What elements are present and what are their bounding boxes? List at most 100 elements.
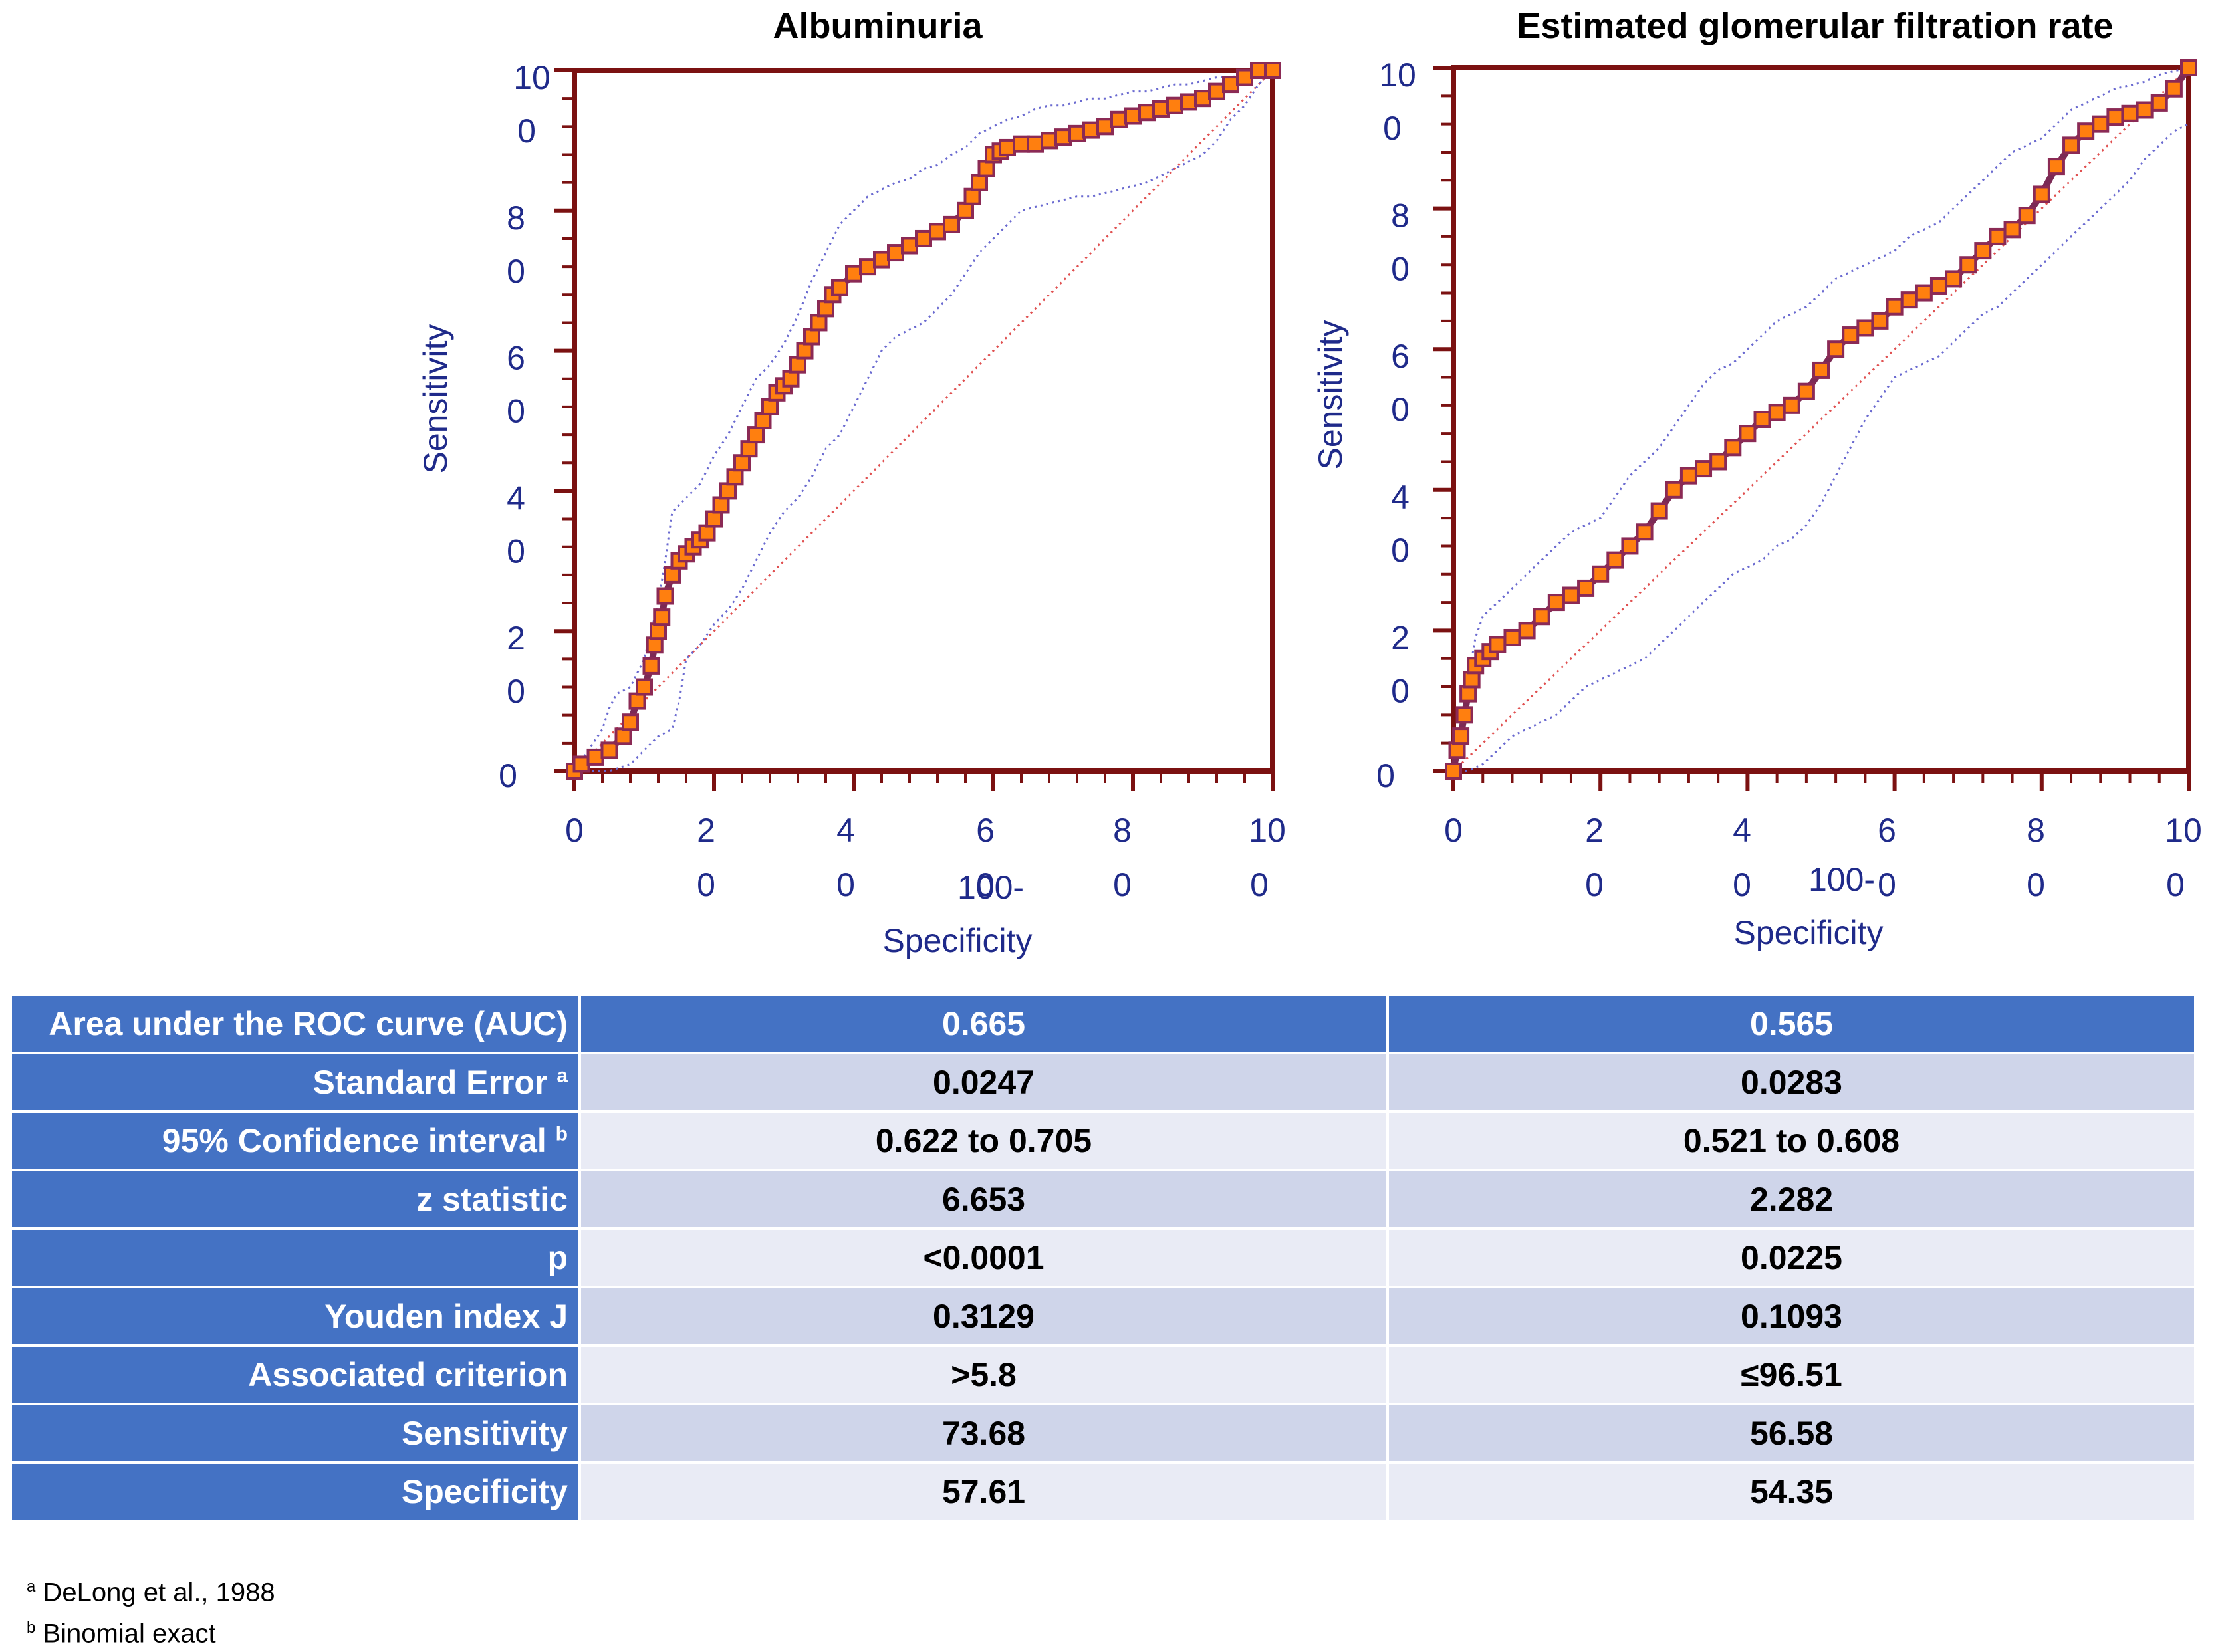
- x-axis-label: Specificity: [882, 922, 1032, 959]
- roc-point: [1166, 96, 1183, 114]
- y-tick-label: 0: [507, 253, 525, 290]
- roc-point: [1650, 502, 1668, 520]
- y-axis-label: Sensitivity: [1312, 320, 1349, 469]
- y-tick-label: 8: [507, 199, 525, 237]
- egfr-value: 0.0225: [1389, 1230, 2194, 1286]
- roc-point: [803, 328, 820, 346]
- row-label: Standard Error a: [12, 1054, 578, 1110]
- roc-point: [1518, 622, 1536, 640]
- roc-point: [915, 229, 932, 247]
- roc-point: [646, 636, 664, 654]
- roc-point: [789, 356, 806, 374]
- y-tick-label: 6: [1391, 338, 1410, 375]
- footnotes: a DeLong et al., 1988 b Binomial exact: [27, 1569, 275, 1652]
- x-tick-label: 2: [697, 812, 715, 849]
- egfr-value: 0.0283: [1389, 1054, 2194, 1110]
- roc-point: [2047, 158, 2065, 176]
- reference-diagonal: [573, 69, 1274, 772]
- roc-point: [733, 454, 751, 472]
- roc-point: [831, 279, 848, 296]
- roc-point: [1768, 404, 1786, 421]
- roc-point: [1054, 128, 1072, 146]
- roc-point: [977, 160, 995, 177]
- roc-point: [1636, 523, 1654, 541]
- ci-lower-line: [574, 69, 1274, 772]
- y-tick-label: 2: [507, 620, 525, 657]
- roc-point: [1577, 579, 1595, 597]
- y-tick-label: 0: [1391, 672, 1410, 709]
- roc-point: [747, 426, 765, 444]
- x-axis-label: 100-: [1808, 861, 1875, 898]
- y-axis-label: Sensitivity: [417, 324, 454, 473]
- row-label: Associated criterion: [12, 1347, 578, 1403]
- x-tick-label: 0: [1444, 812, 1463, 849]
- roc-point: [1562, 586, 1580, 604]
- roc-point: [2018, 207, 2036, 225]
- egfr-value: 56.58: [1389, 1405, 2194, 1461]
- table-row: Standard Error a 0.0247 0.0283: [12, 1054, 2194, 1110]
- roc-point: [887, 244, 904, 262]
- roc-point: [1445, 763, 1462, 780]
- albuminuria-value: 0.622 to 0.705: [581, 1113, 1386, 1169]
- roc-point: [664, 566, 681, 584]
- y-tick-label: 0: [507, 532, 525, 570]
- roc-point: [2136, 101, 2154, 119]
- egfr-value: 0.565: [1389, 996, 2194, 1052]
- roc-point: [1013, 135, 1030, 153]
- row-label: z statistic: [12, 1171, 578, 1227]
- roc-point: [2062, 136, 2080, 154]
- roc-point: [1606, 551, 1624, 569]
- roc-point: [1959, 256, 1977, 274]
- roc-point: [600, 741, 618, 759]
- egfr-value: 0.521 to 0.608: [1389, 1113, 2194, 1169]
- roc-point: [1827, 340, 1845, 358]
- roc-point: [901, 237, 918, 255]
- roc-point: [929, 223, 946, 241]
- roc-point: [2092, 115, 2110, 133]
- reference-diagonal: [1452, 66, 2190, 772]
- y-tick-label: 4: [1391, 479, 1410, 516]
- y-tick-label: 0: [1391, 251, 1410, 288]
- x-tick-label: 0: [697, 866, 715, 903]
- roc-point: [1547, 594, 1565, 612]
- y-tick-label: 10: [1379, 57, 1416, 94]
- roc-point: [845, 265, 862, 283]
- roc-point: [873, 251, 890, 269]
- row-label: Specificity: [12, 1464, 578, 1520]
- roc-point: [761, 398, 779, 415]
- chart-title-egfr: Estimated glomerular filtration rate: [1517, 6, 2114, 46]
- y-tick-label: 8: [1391, 197, 1410, 235]
- table-row: Specificity 57.61 54.35: [12, 1464, 2194, 1520]
- roc-point: [572, 755, 590, 773]
- roc-point: [650, 622, 667, 640]
- x-tick-label: 0: [1585, 866, 1604, 903]
- y-tick-label: 0: [1391, 532, 1410, 569]
- roc-point: [1842, 326, 1860, 344]
- roc-point: [1194, 90, 1211, 108]
- roc-point: [1027, 135, 1044, 153]
- roc-point: [754, 412, 772, 429]
- roc-point: [1250, 62, 1267, 79]
- x-tick-label: 0: [836, 866, 855, 903]
- roc-point: [1503, 628, 1521, 646]
- roc-charts: 0 2 0 4 0 6 0 8 0 10 0 0 2 0 4 0 6 0 8 0 10 0 Sensitivity 100- S…: [417, 57, 2202, 959]
- roc-point: [1695, 460, 1713, 478]
- table-row: Area under the ROC curve (AUC) 0.665 0.565: [12, 996, 2194, 1052]
- roc-point: [2150, 94, 2168, 112]
- row-label: Youden index J: [12, 1288, 578, 1344]
- x-tick-label: 2: [1585, 812, 1604, 849]
- roc-point: [2180, 59, 2197, 76]
- x-tick-label: 4: [1733, 812, 1751, 849]
- roc-point: [1222, 76, 1239, 94]
- egfr-value: ≤96.51: [1389, 1347, 2194, 1403]
- x-tick-label: 0: [2027, 866, 2045, 903]
- albuminuria-value: 73.68: [581, 1405, 1386, 1461]
- roc-point: [726, 468, 744, 486]
- footnote-a: a DeLong et al., 1988: [27, 1578, 275, 1607]
- x-tick-label: 0: [1113, 866, 1132, 903]
- roc-point: [1753, 411, 1771, 428]
- roc-point: [628, 692, 646, 710]
- y-tick-label: 2: [1391, 619, 1410, 656]
- roc-point: [1679, 467, 1697, 485]
- y-tick-label: 0: [507, 673, 525, 710]
